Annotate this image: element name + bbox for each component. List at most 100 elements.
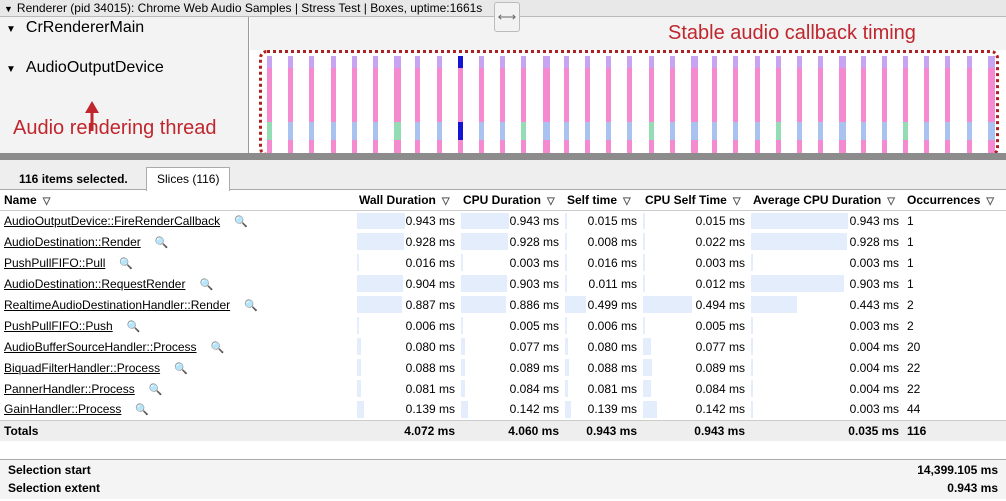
slice-name-link[interactable]: BiquadFilterHandler::Process — [4, 360, 161, 375]
trace-slice[interactable] — [267, 122, 272, 140]
trace-slice[interactable] — [966, 122, 972, 140]
trace-slice[interactable] — [733, 68, 739, 122]
trace-slice[interactable] — [987, 68, 995, 122]
trace-slice[interactable] — [839, 56, 847, 68]
trace-slice[interactable] — [479, 140, 484, 153]
trace-slice[interactable] — [691, 68, 698, 122]
trace-slice[interactable] — [945, 122, 951, 140]
sort-icon[interactable]: ▽ — [732, 195, 741, 207]
trace-slice[interactable] — [606, 140, 612, 153]
trace-slice[interactable] — [563, 122, 569, 140]
search-icon[interactable]: 🔍 — [210, 341, 225, 354]
trace-slice[interactable] — [330, 140, 336, 153]
trace-slice[interactable] — [754, 122, 760, 140]
trace-slice[interactable] — [818, 68, 824, 122]
trace-slice[interactable] — [479, 56, 484, 68]
trace-slice[interactable] — [648, 56, 654, 68]
trace-slice[interactable] — [775, 56, 781, 68]
trace-slice[interactable] — [903, 56, 908, 68]
table-row[interactable]: AudioDestination::RequestRender 🔍 0.904 ms… — [0, 273, 1006, 294]
trace-slice[interactable] — [924, 140, 930, 153]
trace-slice[interactable] — [500, 56, 506, 68]
trace-slice[interactable] — [415, 122, 421, 140]
trace-slice[interactable] — [987, 56, 995, 68]
trace-slice[interactable] — [394, 140, 402, 153]
trace-slice[interactable] — [521, 56, 527, 68]
trace-slice[interactable] — [457, 68, 463, 122]
trace-slice[interactable] — [627, 56, 633, 68]
trace-slice[interactable] — [648, 122, 654, 140]
trace-slice[interactable] — [394, 56, 402, 68]
search-icon[interactable]: 🔍 — [119, 257, 134, 270]
trace-slice[interactable] — [309, 122, 315, 140]
search-icon[interactable]: 🔍 — [244, 299, 258, 312]
table-row[interactable]: PushPullFIFO::Push 🔍 0.006 ms 0.005 ms 0.006… — [0, 315, 1006, 336]
search-icon[interactable]: 🔍 — [154, 236, 169, 249]
trace-slice[interactable] — [521, 140, 527, 153]
tab-slices[interactable]: Slices (116) — [146, 167, 231, 191]
trace-slice[interactable] — [754, 140, 760, 153]
search-icon[interactable]: 🔍 — [148, 383, 163, 396]
trace-slice[interactable] — [394, 68, 402, 122]
slice-name-link[interactable]: AudioDestination::Render — [4, 234, 141, 249]
trace-slice[interactable] — [945, 56, 951, 68]
trace-slice[interactable] — [903, 140, 908, 153]
thread-audiooutputdevice[interactable]: ▼ AudioOutputDevice — [6, 59, 164, 77]
column-header[interactable]: CPU Self Time ▽ — [641, 190, 749, 211]
trace-slice[interactable] — [733, 56, 739, 68]
column-header[interactable]: Wall Duration ▽ — [355, 190, 459, 211]
trace-slice[interactable] — [627, 122, 633, 140]
trace-slice[interactable] — [648, 140, 654, 153]
trace-slice[interactable] — [436, 122, 442, 140]
sort-icon[interactable]: ▽ — [623, 195, 631, 207]
sort-icon[interactable]: ▽ — [42, 195, 51, 207]
trace-slice[interactable] — [394, 122, 402, 140]
trace-slice[interactable] — [500, 68, 506, 122]
sort-icon[interactable]: ▽ — [986, 195, 995, 207]
collapse-triangle-icon[interactable]: ▼ — [6, 24, 16, 35]
trace-slice[interactable] — [691, 122, 698, 140]
slice-name-link[interactable]: PushPullFIFO::Pull — [4, 255, 106, 270]
trace-slice[interactable] — [521, 68, 527, 122]
table-row[interactable]: PannerHandler::Process 🔍 0.081 ms 0.084 ms 0… — [0, 378, 1006, 399]
search-icon[interactable]: 🔍 — [135, 404, 150, 417]
trace-slice[interactable] — [903, 122, 908, 140]
trace-slice[interactable] — [924, 68, 930, 122]
trace-slice[interactable] — [542, 140, 550, 153]
trace-slice[interactable] — [669, 140, 675, 153]
slice-name-link[interactable]: AudioOutputDevice::FireRenderCallback — [4, 213, 221, 228]
panel-divider[interactable] — [0, 153, 1006, 160]
trace-slice[interactable] — [373, 140, 378, 153]
trace-slice[interactable] — [669, 56, 675, 68]
trace-slice[interactable] — [309, 56, 315, 68]
trace-slice[interactable] — [987, 122, 995, 140]
trace-slice[interactable] — [309, 140, 315, 153]
trace-slice[interactable] — [542, 68, 550, 122]
slice-name-link[interactable]: PannerHandler::Process — [4, 381, 135, 396]
trace-slice[interactable] — [606, 122, 612, 140]
trace-slice[interactable] — [754, 68, 760, 122]
trace-slice[interactable] — [288, 140, 294, 153]
timeline-track[interactable] — [250, 17, 1006, 153]
trace-slice[interactable] — [797, 68, 802, 122]
trace-slice[interactable] — [606, 68, 612, 122]
trace-slice[interactable] — [818, 122, 824, 140]
trace-slice[interactable] — [563, 140, 569, 153]
search-icon[interactable]: 🔍 — [199, 278, 214, 291]
trace-slice[interactable] — [479, 122, 484, 140]
trace-slice[interactable] — [966, 56, 972, 68]
trace-slice[interactable] — [839, 140, 847, 153]
trace-slice[interactable] — [881, 122, 887, 140]
trace-slice[interactable] — [373, 56, 378, 68]
trace-slice[interactable] — [627, 140, 633, 153]
column-header[interactable]: Self time ▽ — [563, 190, 641, 211]
column-header[interactable]: Average CPU Duration ▽ — [749, 190, 903, 211]
trace-slice[interactable] — [924, 122, 930, 140]
column-header[interactable]: Name ▽ — [0, 190, 355, 211]
trace-slice[interactable] — [881, 140, 887, 153]
trace-slice[interactable] — [500, 140, 506, 153]
horizontal-resize-button[interactable]: ⟷ — [494, 2, 520, 32]
table-row[interactable]: AudioOutputDevice::FireRenderCallback 🔍 0.… — [0, 210, 1006, 231]
trace-slice[interactable] — [712, 68, 718, 122]
trace-slice[interactable] — [754, 56, 760, 68]
